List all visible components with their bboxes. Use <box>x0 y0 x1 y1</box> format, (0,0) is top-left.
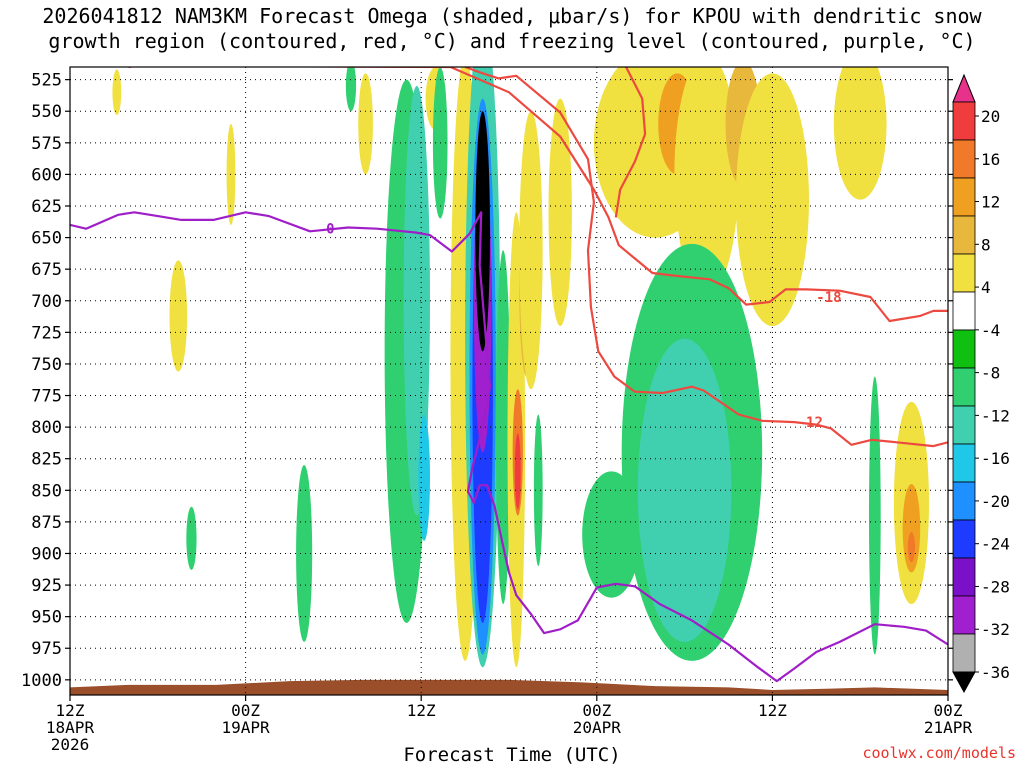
omega-cell-36 <box>735 73 809 327</box>
omega-cell-9 <box>418 414 430 541</box>
plot-frame <box>69 66 949 696</box>
colorbar-label-2: 12 <box>981 193 1000 212</box>
omega-cell-35 <box>669 408 723 598</box>
x-tick-label-24-0: 12Z <box>407 701 436 720</box>
colorbar-bin-14 <box>952 595 976 635</box>
x-tick-label-36-1: 20APR <box>573 718 622 737</box>
x-tick-label-60-0: 00Z <box>934 701 963 720</box>
y-tick-label-775: 775 <box>31 387 62 407</box>
omega-cell-2 <box>186 506 197 570</box>
colorbar-label-4: 4 <box>981 278 991 297</box>
x-tick-label-12-0: 00Z <box>231 701 260 720</box>
y-tick-label-1000: 1000 <box>21 671 62 691</box>
contour-freezing-level-0 <box>70 211 948 683</box>
contour-layer <box>70 67 948 683</box>
contour-dgz-right-vertical <box>614 67 647 218</box>
omega-cell-4 <box>296 465 313 642</box>
y-tick-label-650: 650 <box>31 229 62 249</box>
colorbar-label-0: 20 <box>981 107 1000 126</box>
y-tick-label-550: 550 <box>31 102 62 122</box>
colorbar-bin-1 <box>952 101 976 141</box>
colorbar-bin-2 <box>952 139 976 179</box>
x-tick-label-0-0: 12Z <box>56 701 85 720</box>
y-tick-label-675: 675 <box>31 260 62 280</box>
colorbar-label-6: -8 <box>981 364 1000 383</box>
colorbar-bin-7 <box>952 329 976 369</box>
colorbar-label-9: -20 <box>981 492 1010 511</box>
omega-cell-27 <box>548 98 572 327</box>
omega-cell-19 <box>475 111 490 352</box>
colorbar-bin-10 <box>952 443 976 483</box>
y-tick-label-875: 875 <box>31 513 62 533</box>
colorbar-label-10: -24 <box>981 535 1010 554</box>
y-tick-label-575: 575 <box>31 134 62 154</box>
x-tick-label-12-1: 19APR <box>222 718 271 737</box>
x-tick-label-0-1: 18APR <box>46 718 95 737</box>
x-tick-label-60-1: 21APR <box>924 718 973 737</box>
y-tick-label-625: 625 <box>31 197 62 217</box>
chart-title-line-1: 2026041812 NAM3KM Forecast Omega (shaded… <box>42 4 982 28</box>
omega-cell-23 <box>514 433 521 510</box>
y-tick-label-800: 800 <box>31 418 62 438</box>
contour-label-freezing-level-0: 0 <box>326 222 334 238</box>
contour-dgz-minus-12-lower <box>464 67 948 448</box>
omega-cell-8 <box>403 85 430 516</box>
y-tick-label-975: 975 <box>31 639 62 659</box>
y-tick-label-900: 900 <box>31 544 62 564</box>
omega-cell-40 <box>902 483 921 573</box>
contour-label-dgz-minus-12-lower: 12 <box>806 415 823 431</box>
colorbar-top-arrow <box>952 73 976 103</box>
colorbar-label-13: -36 <box>981 663 1010 682</box>
omega-cell-6 <box>345 67 357 112</box>
y-tick-label-950: 950 <box>31 608 62 628</box>
colorbar-label-5: -4 <box>981 321 1000 340</box>
colorbar-label-11: -28 <box>981 577 1010 596</box>
terrain-ground <box>70 679 948 695</box>
omega-cell-37 <box>833 67 887 200</box>
colorbar-bin-13 <box>952 557 976 597</box>
omega-cell-5 <box>358 73 373 175</box>
x-axis-label: Forecast Time (UTC) <box>403 744 621 766</box>
y-tick-label-700: 700 <box>31 292 62 312</box>
omega-cell-20 <box>495 250 511 605</box>
colorbar-bin-9 <box>952 405 976 445</box>
y-tick-label-750: 750 <box>31 355 62 375</box>
omega-cell-25 <box>519 111 543 390</box>
colorbar-bin-12 <box>952 519 976 559</box>
contour-label-dgz-minus-18-upper: -18 <box>816 290 841 306</box>
y-tick-label-925: 925 <box>31 576 62 596</box>
omega-cell-0 <box>112 69 122 116</box>
omega-shading-layer <box>112 67 929 668</box>
colorbar-label-12: -32 <box>981 620 1010 639</box>
colorbar-bin-3 <box>952 177 976 217</box>
credit-text: coolwx.com/models <box>862 744 1016 762</box>
colorbar-label-3: 8 <box>981 235 991 254</box>
colorbar-bottom-arrow <box>952 671 976 694</box>
colorbar-label-8: -16 <box>981 449 1010 468</box>
omega-cell-38 <box>868 376 881 655</box>
y-tick-label-525: 525 <box>31 71 62 91</box>
colorbar-label-7: -12 <box>981 406 1010 425</box>
y-tick-label-850: 850 <box>31 481 62 501</box>
omega-cell-1 <box>169 260 188 372</box>
colorbar-bin-5 <box>952 253 976 293</box>
y-tick-label-725: 725 <box>31 323 62 343</box>
x-tick-label-48-0: 12Z <box>758 701 787 720</box>
colorbar-label-1: 16 <box>981 150 1000 169</box>
x-tick-label-36-0: 00Z <box>582 701 611 720</box>
y-tick-label-600: 600 <box>31 165 62 185</box>
omega-cell-41 <box>907 531 916 563</box>
contour-dgz-minus-18-upper <box>128 67 948 323</box>
chart-title-line-2: growth region (contoured, red, °C) and f… <box>48 29 976 53</box>
x-tick-label-0-2: 2026 <box>51 735 90 754</box>
colorbar-bin-4 <box>952 215 976 255</box>
colorbar-bin-11 <box>952 481 976 521</box>
colorbar-bin-6 <box>952 291 976 331</box>
colorbar-bin-15 <box>952 633 976 673</box>
y-tick-label-825: 825 <box>31 450 62 470</box>
colorbar-bin-8 <box>952 367 976 407</box>
omega-cell-26 <box>533 414 543 567</box>
